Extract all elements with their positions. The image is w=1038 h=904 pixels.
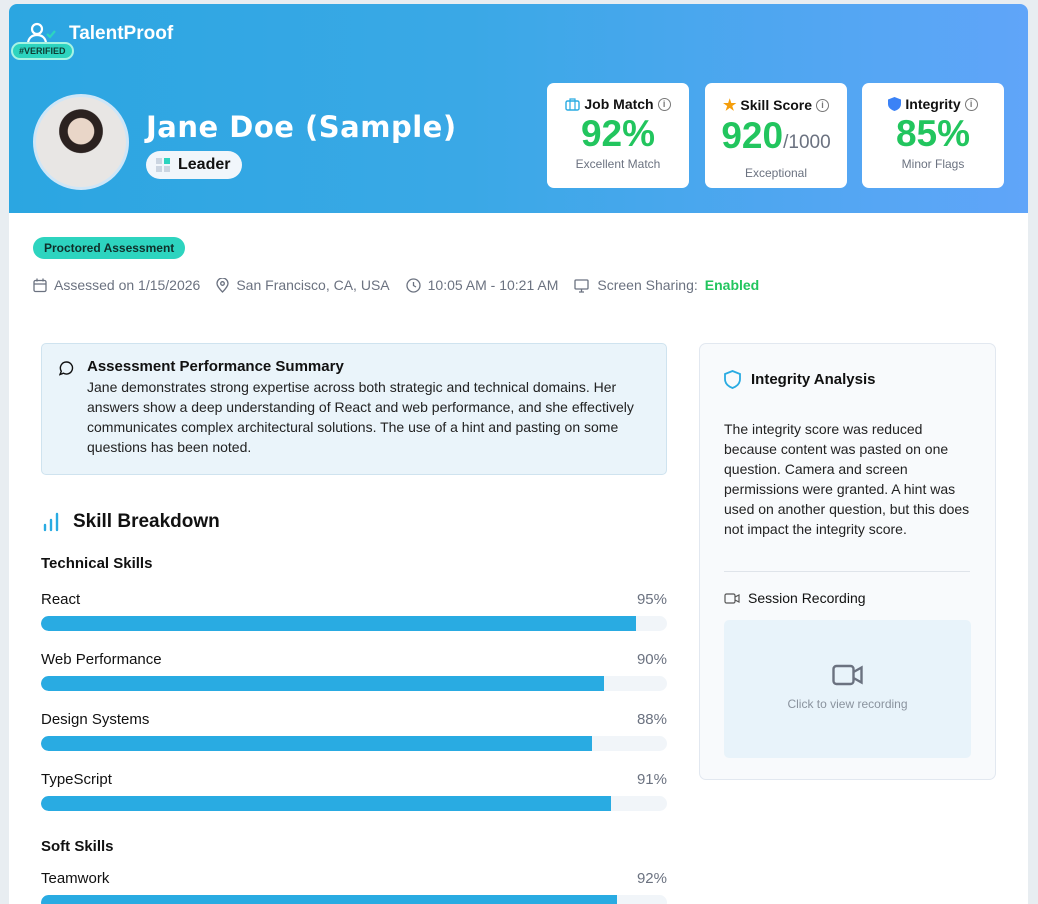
metric-suffix: /1000 — [783, 132, 831, 153]
technical-skills-title: Technical Skills — [41, 555, 153, 572]
screen-sharing-status: Enabled — [704, 277, 760, 293]
screen-sharing-label: Screen Sharing: — [597, 277, 698, 293]
time-range: 10:05 AM - 10:21 AM — [427, 277, 559, 293]
report-card: TalentProof #VERIFIED Jane Doe (Sample) … — [9, 4, 1028, 904]
bar-chart-icon — [43, 512, 59, 532]
skill-percent: 90% — [636, 651, 667, 668]
skill-item: Teamwork 92% — [41, 870, 667, 904]
session-recording-title: Session Recording — [748, 590, 866, 606]
metric-label: Integrity — [905, 96, 961, 112]
location: San Francisco, CA, USA — [236, 277, 390, 293]
info-icon[interactable]: i — [657, 97, 671, 111]
skill-progress-fill — [41, 736, 592, 751]
skill-percent: 92% — [636, 870, 667, 887]
skill-item: React 95% — [41, 591, 667, 631]
metric-label: Job Match — [584, 96, 654, 112]
skill-name: Teamwork — [41, 870, 110, 887]
integrity-title: Integrity Analysis — [751, 371, 876, 388]
assessment-meta: Assessed on 1/15/2026 San Francisco, CA,… — [33, 277, 759, 293]
integrity-card: Integrity i 85% Minor Flags — [862, 83, 1004, 188]
summary-text: Jane demonstrates strong expertise acros… — [87, 379, 634, 455]
skill-item: Design Systems 88% — [41, 711, 667, 751]
video-icon — [724, 592, 740, 604]
integrity-analysis-panel: Integrity Analysis The integrity score w… — [699, 343, 996, 780]
view-recording-label: Click to view recording — [787, 697, 908, 711]
skill-progress-fill — [41, 895, 617, 904]
star-icon: ★ — [722, 97, 737, 114]
skill-score-card: ★ Skill Score i 920/1000 Exceptional — [705, 83, 847, 188]
shield-icon — [888, 97, 902, 111]
soft-skills-title: Soft Skills — [41, 838, 114, 855]
proctored-badge: Proctored Assessment — [33, 237, 186, 259]
briefcase-icon — [565, 97, 581, 111]
metric-sub: Minor Flags — [901, 157, 965, 171]
brand-name: TalentProof — [69, 23, 174, 44]
assessed-date: Assessed on 1/15/2026 — [54, 277, 201, 293]
info-icon[interactable]: i — [816, 98, 830, 112]
user-check-icon — [27, 22, 56, 45]
divider — [724, 571, 970, 572]
skill-progress-fill — [41, 796, 611, 811]
skill-percent: 95% — [636, 591, 667, 608]
skill-progress-fill — [41, 616, 636, 631]
summary-title: Assessment Performance Summary — [87, 358, 344, 375]
role-badge: Leader — [146, 151, 243, 179]
skill-name: TypeScript — [41, 771, 112, 788]
clock-icon — [405, 277, 421, 293]
metric-sub: Excellent Match — [575, 157, 661, 171]
metric-value: 92% — [580, 113, 656, 154]
skill-percent: 91% — [636, 771, 667, 788]
candidate-name: Jane Doe (Sample) — [146, 110, 457, 144]
skill-breakdown-label: Skill Breakdown — [73, 511, 220, 532]
integrity-text: The integrity score was reduced because … — [724, 421, 970, 537]
skill-item: Web Performance 90% — [41, 651, 667, 691]
metric-value: 920 — [721, 115, 784, 156]
view-recording-button[interactable]: Click to view recording — [724, 620, 971, 758]
skill-progress-track — [41, 616, 667, 631]
skill-name: Design Systems — [41, 711, 150, 728]
message-circle-icon — [59, 361, 74, 376]
info-icon[interactable]: i — [964, 97, 978, 111]
metric-sub: Exceptional — [744, 166, 808, 180]
skill-progress-track — [41, 676, 667, 691]
metric-value: 85% — [895, 113, 971, 154]
skill-percent: 88% — [636, 711, 667, 728]
role-label: Leader — [178, 156, 231, 173]
skill-progress-track — [41, 736, 667, 751]
video-camera-icon — [831, 664, 863, 686]
map-pin-icon — [216, 277, 229, 293]
logo: TalentProof — [27, 22, 173, 46]
verified-badge: #VERIFIED — [11, 42, 74, 60]
grid-icon — [156, 158, 170, 172]
shield-outline-icon — [724, 370, 741, 389]
job-match-card: Job Match i 92% Excellent Match — [547, 83, 689, 188]
skill-name: Web Performance — [41, 651, 162, 668]
performance-summary: Assessment Performance Summary Jane demo… — [41, 343, 667, 475]
header-banner: TalentProof #VERIFIED Jane Doe (Sample) … — [9, 4, 1028, 213]
skill-progress-track — [41, 895, 667, 904]
skill-name: React — [41, 591, 81, 608]
skill-progress-fill — [41, 676, 605, 691]
skill-item: TypeScript 91% — [41, 771, 667, 811]
skill-breakdown-title: Skill Breakdown — [41, 511, 220, 533]
skill-progress-track — [41, 796, 667, 811]
avatar — [33, 94, 129, 190]
calendar-icon — [33, 278, 47, 292]
screen-share-icon — [574, 278, 590, 293]
metric-label: Skill Score — [740, 97, 813, 113]
